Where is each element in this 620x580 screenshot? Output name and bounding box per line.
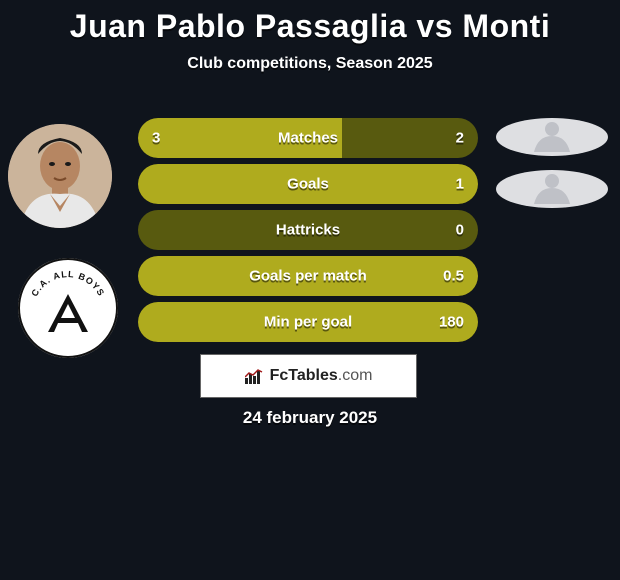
player-silhouette — [496, 222, 608, 260]
stat-row: 3 Matches 2 — [138, 118, 478, 158]
stat-value-right: 2 — [456, 130, 464, 147]
player-silhouette — [496, 274, 608, 312]
date-label: 24 february 2025 — [0, 408, 620, 428]
stat-value-left: 3 — [152, 130, 160, 147]
brand-name: FcTables — [270, 367, 338, 384]
player-left-club-badge: C.A. ALL BOYS — [18, 258, 118, 358]
stat-value-right: 0.5 — [443, 268, 464, 285]
stat-label: Hattricks — [276, 222, 340, 239]
player-photo — [8, 124, 112, 228]
stat-value-right: 180 — [439, 314, 464, 331]
player-silhouette — [496, 170, 608, 208]
page-title: Juan Pablo Passaglia vs Monti — [0, 0, 620, 45]
fctables-logo: FcTables.com — [200, 354, 417, 398]
infographic-root: Juan Pablo Passaglia vs Monti Club compe… — [0, 0, 620, 580]
stat-value-right: 1 — [456, 176, 464, 193]
stats-list: 3 Matches 2 Goals 1 Hattricks 0 Goals per match… — [138, 118, 478, 348]
player-silhouette — [496, 326, 608, 364]
player-right-silhouettes — [496, 118, 608, 378]
chart-icon — [245, 368, 265, 384]
stat-value-right: 0 — [456, 222, 464, 239]
stat-row: Goals 1 — [138, 164, 478, 204]
stat-row: Goals per match 0.5 — [138, 256, 478, 296]
brand-suffix: .com — [338, 367, 373, 384]
stat-label: Matches — [278, 130, 338, 147]
stat-label: Goals per match — [249, 268, 367, 285]
player-silhouette — [496, 118, 608, 156]
page-subtitle: Club competitions, Season 2025 — [0, 55, 620, 73]
stat-row: Hattricks 0 — [138, 210, 478, 250]
stat-row: Min per goal 180 — [138, 302, 478, 342]
player-left-avatar — [8, 124, 112, 228]
stat-label: Goals — [287, 176, 329, 193]
stat-label: Min per goal — [264, 314, 352, 331]
